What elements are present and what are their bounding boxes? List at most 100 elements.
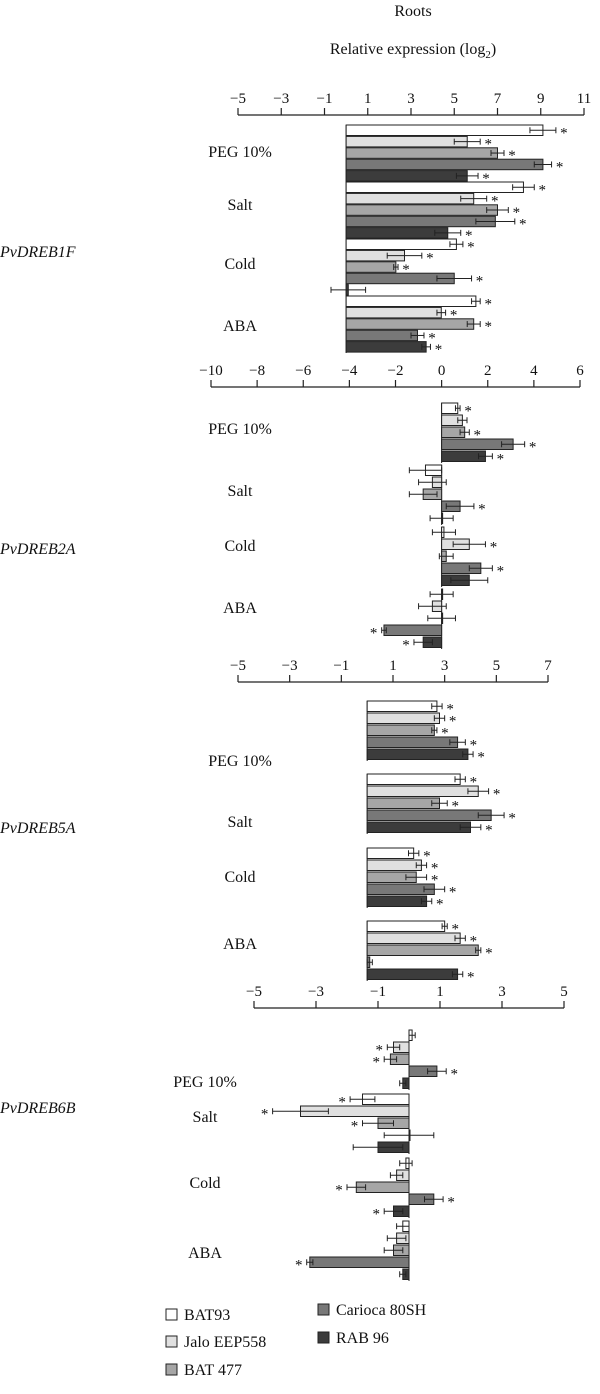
bar-rab-96 [366,821,471,833]
x-tick-label: 5 [560,984,568,1000]
significance-marker: * [484,296,492,312]
significance-marker: * [519,216,527,232]
significance-marker: * [490,539,498,555]
x-tick-label: −5 [246,984,262,1000]
legend-item: BAT 477 [165,1362,242,1379]
significance-marker: * [477,749,485,765]
significance-marker: * [295,1257,303,1273]
legend-label: RAB 96 [336,1330,389,1347]
treatment-label: Salt [228,814,253,831]
x-tick-label: −5 [230,91,246,107]
axis-label-suffix: ) [491,41,496,58]
bar-jalo-eep558 [366,859,422,871]
x-tick-label: 7 [494,91,502,107]
significance-marker: * [423,848,431,864]
significance-marker: * [482,171,490,187]
treatment-label: PEG 10% [208,753,272,770]
significance-marker: * [431,872,439,888]
bar-bat93 [366,920,446,932]
bar-jalo-eep558 [345,192,475,205]
significance-marker: * [402,262,410,278]
x-tick-label: −1 [370,984,386,1000]
significance-marker: * [436,896,444,912]
bar-bat93 [366,700,438,712]
significance-marker: * [431,860,439,876]
group-aba: ABA***** [223,295,492,358]
significance-marker: * [485,945,493,961]
bar-bat93 [345,124,544,136]
axis-label-prefix: Relative expression (log [330,41,486,58]
significance-marker: * [372,1206,380,1222]
legend-item: BAT93 [165,1307,230,1324]
legend-swatch [165,1335,178,1348]
treatment-label: PEG 10% [208,421,272,438]
treatment-label: Cold [224,256,255,273]
group-peg-10-: PEG 10%**** [208,402,536,467]
bar-carioca-80sh [309,1256,410,1268]
group-peg-10-: PEG 10% * * * * * [208,124,568,187]
legend-item: RAB 96 [317,1330,389,1347]
bar-rab-96 [366,748,469,760]
bar-rab-96 [345,341,427,353]
significance-marker: * [491,194,499,210]
legend-swatch [165,1363,178,1376]
significance-marker: * [465,228,473,244]
x-tick-label: −3 [308,984,324,1000]
group-aba: ABA * * [223,588,456,653]
bar-bat-477 [366,944,479,956]
significance-marker: * [493,786,501,802]
significance-marker: * [476,273,484,289]
significance-marker: * [447,1194,455,1210]
legend-label: Carioca 80SH [336,1302,427,1319]
significance-marker: * [449,884,457,900]
significance-marker: * [474,427,482,443]
group-cold: Cold * * * [189,1157,455,1222]
bar-jalo-eep558 [366,932,461,944]
bar-rab-96 [366,968,459,980]
significance-marker: * [470,774,478,790]
significance-marker: * [426,251,434,267]
legend: BAT93 Jalo EEP558 BAT 477 Carioca 80SH RAB 9… [165,1302,427,1379]
bar-bat93 [366,847,415,859]
group-aba: ABA * [188,1220,410,1281]
bar-carioca-80sh [345,215,496,228]
chart-title: Roots [394,3,431,20]
group-salt: Salt***** [228,181,546,244]
significance-marker: * [338,1094,346,1110]
treatment-label: Salt [228,483,253,500]
bar-jalo-eep558 [366,785,479,797]
group-peg-10-: PEG 10%*** [173,1029,458,1091]
x-tick-label: −10 [199,363,222,379]
bar-bat-477 [366,797,440,809]
bar-bat-477 [345,261,397,273]
bar-bat93 [345,295,477,307]
bar-jalo-eep558 [366,712,440,724]
x-tick-label: 11 [577,91,591,107]
bar-bat-477 [345,204,498,216]
group-cold: Cold * * [224,526,504,587]
legend-label: BAT 477 [184,1362,242,1379]
group-aba: ABA * * * * [223,920,493,985]
bar-carioca-80sh [366,736,459,748]
x-tick-label: −6 [295,363,311,379]
bar-bat-477 [345,147,498,159]
legend-swatch [317,1303,330,1316]
group-salt: Salt * * * [193,1093,435,1154]
x-tick-label: 3 [407,91,415,107]
axis-label: Relative expression (log2) [330,41,496,61]
x-tick-label: −1 [333,658,349,674]
bar-rab-96 [345,227,449,239]
significance-marker: * [351,1118,359,1134]
group-cold: Cold * * * * [224,238,484,296]
significance-marker: * [450,308,458,324]
significance-marker: * [470,737,478,753]
x-tick-label: −2 [388,363,404,379]
x-tick-label: −3 [273,91,289,107]
legend-label: BAT93 [184,1307,230,1324]
axis-label-subscript: 2 [485,49,491,61]
x-tick-label: −1 [317,91,333,107]
treatment-label: ABA [223,936,257,953]
